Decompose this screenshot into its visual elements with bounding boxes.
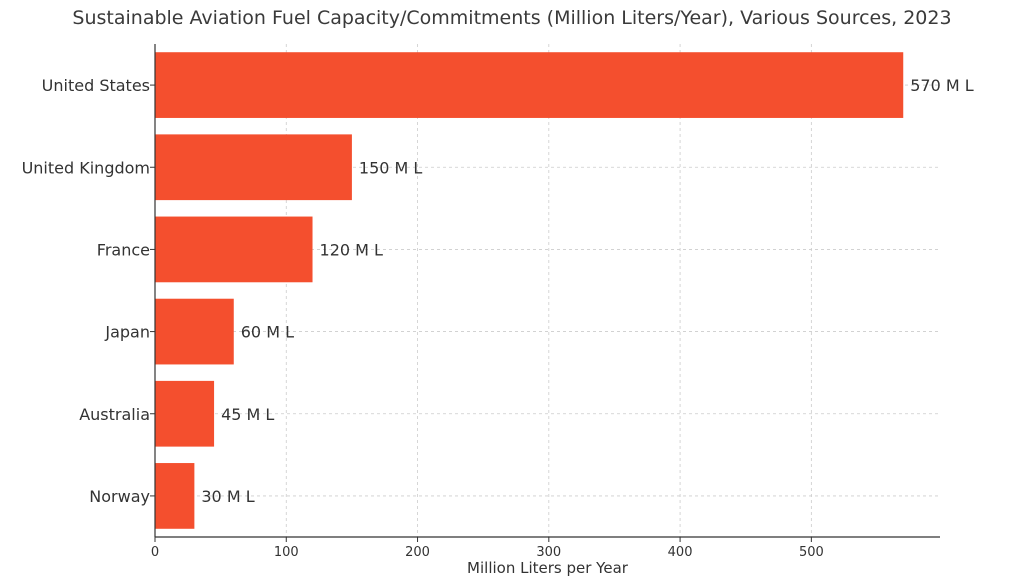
x-tick-label: 400: [668, 545, 693, 560]
category-label: United Kingdom: [22, 158, 150, 177]
data-label: 570 M L: [910, 76, 974, 95]
x-tick-label: 100: [274, 545, 299, 560]
data-label: 150 M L: [359, 158, 423, 177]
data-label: 120 M L: [320, 240, 384, 259]
bar: [155, 52, 904, 118]
x-axis-title: Million Liters per Year: [467, 559, 629, 577]
x-tick-label: 300: [536, 545, 561, 560]
bar: [155, 298, 234, 365]
category-label: Norway: [89, 487, 150, 506]
bar: [155, 463, 195, 529]
data-label: 60 M L: [241, 323, 294, 342]
data-label: 30 M L: [201, 487, 254, 506]
x-tick-label: 0: [151, 545, 159, 560]
category-labels: United States United Kingdom France Japan Au…: [22, 76, 150, 506]
category-label: France: [97, 240, 150, 259]
category-label: Australia: [79, 405, 150, 424]
chart-title: Sustainable Aviation Fuel Capacity/Commi…: [72, 7, 952, 29]
x-ticks: 0 100 200 300 400 500: [150, 84, 824, 560]
bar: [155, 380, 215, 447]
category-label: Japan: [104, 323, 150, 342]
x-tick-label: 200: [405, 545, 430, 560]
bar: [155, 134, 352, 201]
data-labels: 570 M L 150 M L 120 M L 60 M L 45 M L 30 M L: [201, 76, 973, 506]
data-label: 45 M L: [221, 405, 274, 424]
category-label: United States: [42, 76, 150, 95]
x-tick-label: 500: [799, 545, 824, 560]
bars: [155, 52, 904, 529]
bar: [155, 216, 313, 283]
